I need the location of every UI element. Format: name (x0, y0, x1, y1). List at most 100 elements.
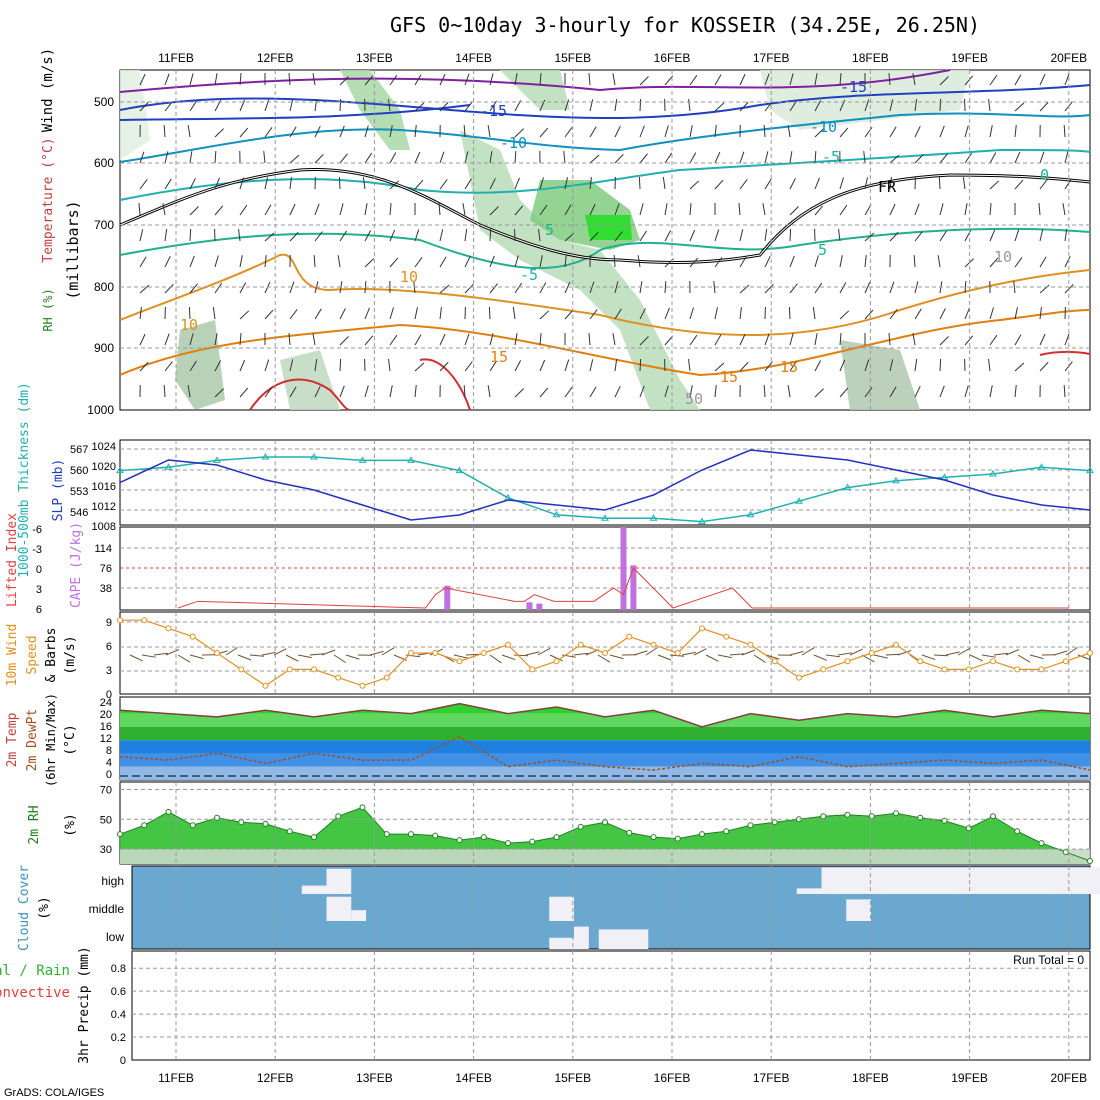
wind-point (723, 633, 730, 640)
wind-barb (489, 73, 494, 86)
wind-barb (964, 125, 969, 138)
wind-barb (314, 99, 318, 112)
wind-barb (389, 152, 397, 164)
rh-point (359, 804, 366, 811)
wind-barb (764, 333, 770, 346)
wind-barb (914, 231, 923, 242)
cloud-bar-middle (326, 896, 352, 921)
wind-barb (1039, 284, 1050, 294)
wind-barb (689, 229, 696, 242)
wind-barb (362, 177, 366, 190)
wind-barb (688, 359, 691, 372)
wind-barb (588, 333, 591, 346)
slp-tick: 1020 (92, 461, 116, 473)
wind-barb (314, 359, 318, 372)
wind-point (383, 674, 390, 681)
cloud-panel: high middle low (89, 865, 1100, 950)
wind-barb (389, 257, 399, 268)
rh-point (771, 819, 778, 826)
wind-barb (239, 177, 244, 190)
wind-barb (1014, 151, 1021, 164)
wind-barb (714, 151, 721, 164)
thickness-point (649, 514, 658, 521)
wind-barb (614, 308, 622, 320)
cape-bar (526, 602, 533, 610)
wind-barb (214, 360, 222, 372)
wind-barb (864, 177, 868, 190)
wind-barb (289, 126, 297, 138)
wind-barb (612, 333, 616, 346)
pressure-tick: 1000 (87, 403, 114, 417)
cloud-bar-middle (351, 910, 367, 921)
wind-barb (164, 333, 170, 346)
wind-barb (614, 281, 619, 294)
wind10m-barb (945, 651, 960, 656)
wind-barb (364, 335, 374, 346)
wind10m-barb (369, 650, 384, 656)
wind-barb (588, 73, 591, 86)
wind-barb (989, 203, 992, 216)
wind-barb (789, 228, 792, 242)
wind-barb (814, 177, 820, 190)
wind-point (965, 666, 972, 673)
contour-label: 5 (818, 241, 827, 259)
upper-grid (120, 70, 1090, 410)
wind-barb (239, 359, 246, 372)
wind-barb (389, 334, 398, 346)
wind10m-barb (801, 647, 815, 656)
wind10m-barb (453, 654, 468, 659)
thickness-point (261, 453, 270, 460)
wind-barb (664, 385, 669, 398)
thickness-point (795, 497, 803, 504)
wind-barb (189, 73, 194, 86)
rh-point (650, 834, 657, 841)
wind-barb (214, 388, 224, 398)
wind-barb (514, 205, 524, 216)
wind-point (771, 658, 778, 665)
contour-label: 15 (490, 348, 508, 366)
wind-barb (589, 177, 592, 190)
rh-shade (120, 70, 150, 160)
slp-axis-title: SLP (mb) (51, 459, 66, 522)
thickness-point (989, 470, 997, 477)
wind-barb (489, 100, 497, 112)
cape-bars (444, 527, 637, 610)
wind-barb (964, 75, 974, 86)
rh-point (747, 822, 754, 829)
wind-barb (539, 359, 546, 372)
cape-bar (536, 603, 543, 610)
wind-barb (839, 73, 842, 86)
wind-point (238, 666, 245, 673)
wind-barb (639, 230, 647, 242)
wind-barb (664, 307, 670, 320)
wind-barb (614, 125, 621, 138)
wind10m-barb (249, 654, 264, 657)
temperature-contour (119, 148, 1091, 201)
wind-barb (989, 257, 999, 268)
wind-barb (289, 359, 294, 372)
wind-point (286, 666, 293, 673)
date-label-top: 20FEB (1050, 51, 1087, 65)
date-label-bottom: 12FEB (257, 1071, 294, 1085)
rh-point (456, 837, 463, 844)
wind-barb (964, 307, 970, 320)
date-label-top: 19FEB (951, 51, 988, 65)
wind-barb (364, 230, 372, 242)
cloud-level-label: middle (89, 902, 125, 916)
cape-bar (630, 565, 637, 610)
rh2m-panel: 70 50 30 (100, 781, 1093, 865)
wind-barb (714, 334, 722, 346)
wind-point (602, 650, 608, 656)
wind-barb (639, 98, 642, 112)
wind-barb (888, 333, 891, 346)
wind-barb (1014, 102, 1025, 112)
temperature-contour (119, 69, 951, 93)
wind-barb (264, 359, 270, 372)
wind-barb (812, 307, 816, 320)
wind-barb (914, 99, 918, 112)
wind-barb (689, 180, 700, 190)
temperature-contour (119, 84, 1091, 119)
wind-barb (764, 361, 773, 372)
cloud-bar-low (598, 929, 649, 949)
